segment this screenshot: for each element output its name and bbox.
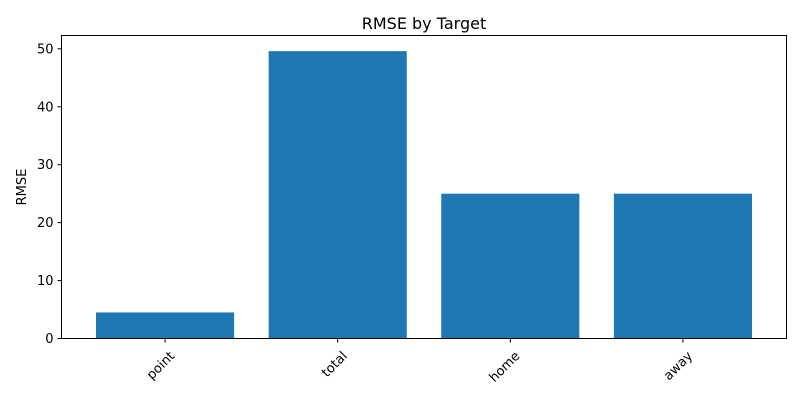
- y-axis: 0 10 20 30 40 50: [37, 42, 62, 347]
- y-tick-label: 20: [37, 216, 54, 231]
- bar-home: [441, 193, 580, 339]
- y-tick-label: 0: [45, 332, 53, 347]
- bar-away: [613, 193, 752, 339]
- bar-total: [268, 51, 407, 339]
- x-axis: point total home away: [144, 338, 696, 386]
- chart-title: RMSE by Target: [362, 14, 486, 33]
- y-axis-label: RMSE: [15, 169, 30, 206]
- x-tick-label: home: [487, 349, 524, 386]
- y-tick-label: 10: [37, 274, 54, 289]
- y-tick-label: 50: [37, 42, 54, 57]
- y-tick-label: 40: [37, 100, 54, 115]
- x-tick-label: away: [661, 349, 696, 384]
- y-tick-label: 30: [37, 158, 54, 173]
- x-tick-label: total: [319, 349, 351, 381]
- x-tick-label: point: [144, 349, 178, 383]
- plot-frame: [61, 35, 787, 339]
- bar-point: [96, 312, 235, 339]
- bars-group: [96, 51, 752, 339]
